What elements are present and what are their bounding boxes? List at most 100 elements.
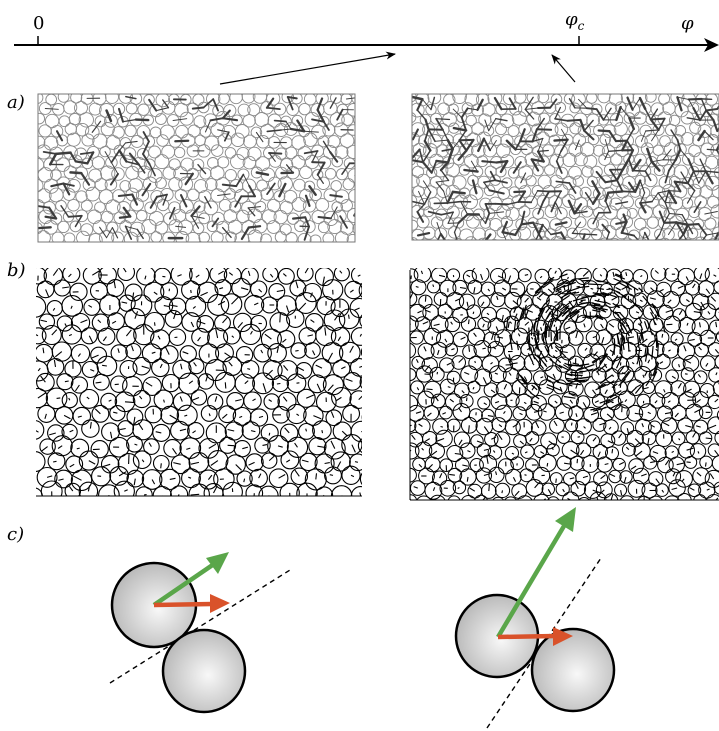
particle bbox=[500, 134, 514, 148]
displacement-tick bbox=[705, 362, 709, 367]
displacement-tick bbox=[621, 295, 633, 304]
particle bbox=[38, 112, 46, 125]
displacement-tick bbox=[552, 373, 556, 379]
particle bbox=[562, 491, 580, 500]
force-chain bbox=[686, 223, 700, 226]
force-chain bbox=[125, 95, 137, 100]
particle bbox=[445, 141, 460, 156]
particle bbox=[453, 431, 471, 449]
particle bbox=[501, 268, 520, 285]
displacement-tick bbox=[650, 461, 656, 464]
particle bbox=[496, 204, 511, 220]
displacement-tick bbox=[439, 473, 443, 479]
force-chain bbox=[605, 244, 615, 245]
particle bbox=[589, 491, 607, 500]
displacement-tick bbox=[402, 402, 409, 403]
particle bbox=[524, 382, 540, 398]
particle bbox=[317, 221, 331, 234]
particle bbox=[38, 135, 46, 149]
force-chain bbox=[604, 179, 619, 184]
displacement-tick bbox=[620, 337, 623, 351]
particle bbox=[633, 217, 647, 231]
displacement-tick bbox=[523, 401, 527, 405]
displacement-tick bbox=[566, 287, 580, 293]
force-chain bbox=[38, 226, 52, 230]
displacement-tick bbox=[630, 465, 637, 470]
force-chain bbox=[705, 109, 715, 122]
particle bbox=[611, 356, 630, 375]
force-chain bbox=[644, 161, 653, 172]
particle bbox=[652, 144, 664, 156]
force-chain bbox=[79, 151, 95, 155]
displacement-tick bbox=[558, 364, 569, 371]
force-chain bbox=[483, 179, 497, 184]
particle bbox=[581, 165, 594, 178]
displacement-tick bbox=[573, 291, 580, 294]
displacement-tick bbox=[537, 354, 548, 368]
displacement-tick bbox=[699, 273, 703, 280]
force-chain bbox=[427, 128, 436, 143]
force-chain bbox=[422, 149, 432, 163]
particle bbox=[38, 198, 45, 214]
particle bbox=[210, 188, 225, 203]
displacement-tick bbox=[151, 351, 156, 354]
particle bbox=[682, 152, 695, 166]
particle bbox=[161, 144, 176, 159]
particle bbox=[479, 454, 498, 473]
particle bbox=[260, 328, 282, 350]
particle bbox=[708, 367, 719, 383]
particle bbox=[346, 233, 355, 242]
particle bbox=[533, 445, 548, 459]
particle bbox=[277, 391, 297, 411]
particle bbox=[475, 467, 492, 484]
force-chain bbox=[125, 225, 138, 230]
particle bbox=[476, 131, 492, 146]
displacement-tick bbox=[297, 366, 305, 371]
particle bbox=[415, 316, 431, 332]
displacement-tick bbox=[369, 381, 371, 383]
particle bbox=[291, 114, 304, 127]
force-chain bbox=[422, 180, 432, 193]
displacement-tick bbox=[556, 381, 573, 387]
particle bbox=[597, 94, 611, 104]
force-chain bbox=[700, 98, 707, 112]
displacement-tick bbox=[534, 285, 544, 295]
displacement-tick bbox=[134, 443, 138, 446]
particle bbox=[693, 268, 710, 282]
displacement-tick bbox=[635, 450, 643, 457]
displacement-tick bbox=[215, 328, 219, 339]
force-chain bbox=[247, 207, 256, 217]
displacement-tick bbox=[312, 350, 316, 356]
force-chain bbox=[484, 202, 491, 215]
particle bbox=[240, 359, 260, 379]
displacement-tick bbox=[592, 389, 597, 395]
displacement-tick bbox=[533, 382, 542, 390]
particle bbox=[329, 112, 345, 128]
displacement-tick bbox=[144, 275, 147, 280]
displacement-tick bbox=[301, 459, 309, 463]
displacement-tick bbox=[228, 272, 234, 276]
particle bbox=[439, 405, 453, 420]
displacement-tick bbox=[714, 398, 719, 403]
displacement-tick bbox=[625, 446, 630, 451]
particle bbox=[425, 103, 437, 116]
force-chain bbox=[311, 118, 325, 123]
force-network bbox=[412, 95, 719, 245]
particle bbox=[78, 450, 99, 471]
particle bbox=[79, 388, 100, 409]
force-chain bbox=[197, 163, 207, 175]
particle bbox=[592, 417, 607, 432]
particle bbox=[298, 422, 315, 440]
displacement-tick bbox=[45, 289, 50, 297]
force-chain bbox=[556, 150, 562, 162]
displacement-tick bbox=[473, 332, 477, 337]
particle bbox=[581, 455, 600, 473]
displacement-tick bbox=[411, 434, 416, 441]
displacement-tick bbox=[436, 437, 445, 442]
displacement-tick bbox=[492, 346, 497, 350]
force-chain bbox=[465, 138, 475, 152]
displacement-tick bbox=[714, 449, 719, 456]
displacement-tick bbox=[547, 288, 553, 294]
displacement-tick bbox=[621, 372, 626, 375]
particle bbox=[714, 355, 719, 369]
